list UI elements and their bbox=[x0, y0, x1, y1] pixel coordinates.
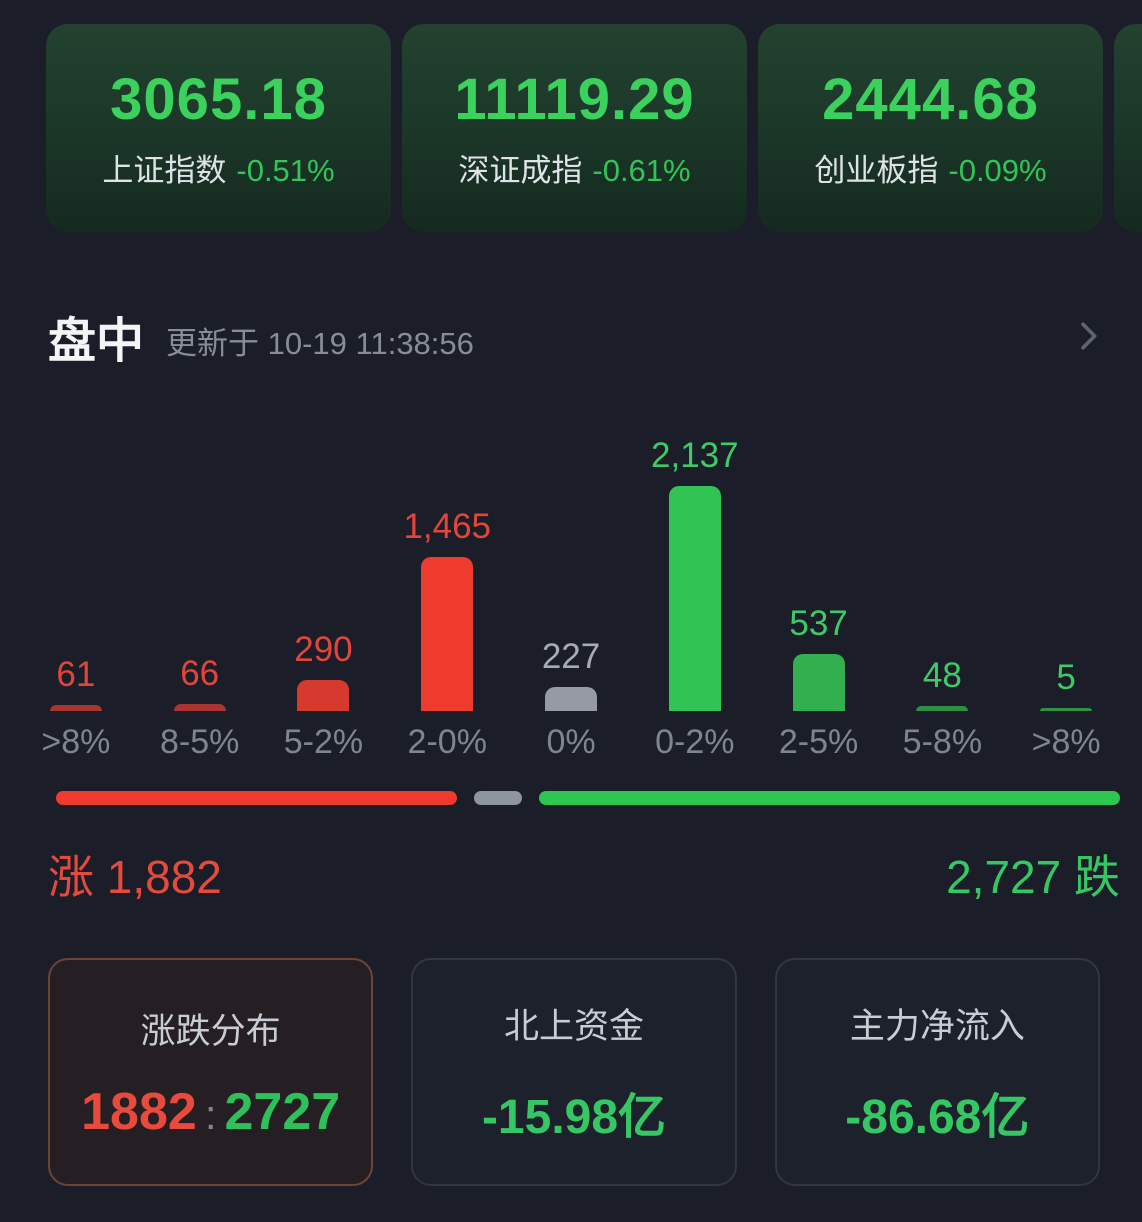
bar-value-label: 48 bbox=[922, 656, 962, 695]
index-card-chinext[interactable]: 2444.68 创业板指 -0.09% bbox=[758, 24, 1103, 232]
up-count: 1882 bbox=[81, 1082, 197, 1141]
bar-area: 5 bbox=[1004, 481, 1128, 711]
index-meta: 上证指数 -0.51% bbox=[102, 145, 334, 190]
updated-timestamp: 更新于 10-19 11:38:56 bbox=[166, 325, 474, 361]
bar-area: 537 bbox=[757, 481, 881, 711]
index-card-shanghai[interactable]: 3065.18 上证指数 -0.51% bbox=[46, 24, 391, 232]
bar-area: 227 bbox=[509, 481, 633, 711]
index-meta: 创业板指 -0.09% bbox=[814, 145, 1046, 190]
card-title: 北上资金 bbox=[503, 1006, 644, 1046]
chart-column: 537 2-5% bbox=[757, 481, 881, 769]
chart-column: 2,137 0-2% bbox=[633, 436, 757, 769]
index-name: 创业板指 bbox=[814, 153, 939, 188]
index-change: -0.09% bbox=[948, 153, 1047, 188]
card-distribution[interactable]: 涨跌分布 1882:2727 bbox=[48, 958, 374, 1186]
index-card-partial[interactable] bbox=[1114, 24, 1142, 232]
bar-area: 66 bbox=[138, 481, 262, 711]
index-change: -0.61% bbox=[592, 153, 691, 188]
decliners-count: 2,727 跌 bbox=[946, 851, 1120, 903]
chart-bar bbox=[916, 706, 969, 711]
card-northbound-funds[interactable]: 北上资金 -15.98亿 bbox=[411, 958, 737, 1186]
advance-decline-summary: 涨 1,882 2,727 跌 bbox=[48, 841, 1120, 907]
index-meta: 深证成指 -0.61% bbox=[458, 145, 690, 190]
chart-column: 290 5-2% bbox=[262, 481, 386, 769]
card-title: 涨跌分布 bbox=[140, 1011, 281, 1051]
chart-bar bbox=[792, 654, 845, 711]
bar-value-label: 1,465 bbox=[403, 507, 492, 546]
bar-category-label: 8-5% bbox=[159, 723, 240, 761]
card-main-net-inflow[interactable]: 主力净流入 -86.68亿 bbox=[774, 958, 1100, 1186]
chart-bar bbox=[668, 486, 721, 711]
metric-cards-row: 涨跌分布 1882:2727 北上资金 -15.98亿 主力净流入 -86.68… bbox=[48, 958, 1100, 1186]
index-value: 3065.18 bbox=[110, 67, 327, 132]
chart-bar bbox=[421, 557, 474, 711]
index-name: 深证成指 bbox=[458, 153, 583, 188]
advancers-count: 涨 1,882 bbox=[48, 851, 222, 903]
ratio-separator: : bbox=[204, 1090, 217, 1138]
index-card-shenzhen[interactable]: 11119.29 深证成指 -0.61% bbox=[402, 24, 747, 232]
card-value: 1882:2727 bbox=[81, 1082, 340, 1142]
up-segment bbox=[56, 791, 457, 805]
bar-category-label: 5-2% bbox=[283, 723, 364, 761]
down-segment bbox=[539, 791, 1120, 805]
chart-column: 1,465 2-0% bbox=[385, 481, 509, 769]
chart-column: 66 8-5% bbox=[138, 481, 262, 769]
bar-value-label: 2,137 bbox=[651, 436, 739, 475]
bar-value-label: 290 bbox=[294, 630, 353, 669]
down-count: 2727 bbox=[224, 1082, 341, 1141]
bar-category-label: 2-5% bbox=[778, 723, 859, 761]
chart-column: 48 5-8% bbox=[880, 481, 1004, 769]
bar-value-label: 537 bbox=[789, 604, 848, 643]
bar-value-label: 66 bbox=[180, 654, 220, 693]
price-change-distribution-chart: 61 >8% 66 8-5% 290 5-2% 1,465 2-0% 227 0% 2,137 0-2… bbox=[0, 436, 1142, 769]
chart-bar bbox=[545, 687, 598, 711]
card-title: 主力净流入 bbox=[849, 1006, 1025, 1046]
bar-category-label: >8% bbox=[1031, 723, 1101, 761]
index-value: 11119.29 bbox=[454, 67, 695, 132]
intraday-section-header[interactable]: 盘中 更新于 10-19 11:38:56 bbox=[0, 306, 1142, 368]
bar-value-label: 61 bbox=[56, 655, 96, 694]
index-change: -0.51% bbox=[236, 153, 335, 188]
bar-area: 61 bbox=[14, 481, 138, 711]
bar-category-label: >8% bbox=[41, 723, 111, 761]
chart-column: 5 >8% bbox=[1004, 481, 1128, 769]
card-value: -15.98亿 bbox=[481, 1090, 667, 1144]
index-cards-row: 3065.18 上证指数 -0.51% 11119.29 深证成指 -0.61%… bbox=[0, 0, 1142, 232]
chevron-right-icon[interactable] bbox=[1068, 316, 1108, 356]
bar-area: 48 bbox=[880, 481, 1004, 711]
advance-decline-ratio-bar bbox=[56, 791, 1120, 805]
bar-value-label: 5 bbox=[1056, 658, 1076, 697]
bar-category-label: 0% bbox=[546, 723, 596, 761]
bar-category-label: 0-2% bbox=[655, 723, 735, 761]
index-name: 上证指数 bbox=[102, 153, 227, 188]
chart-bar bbox=[297, 680, 350, 711]
bar-area: 2,137 bbox=[633, 436, 757, 711]
chart-bar bbox=[1040, 708, 1093, 711]
chart-column: 227 0% bbox=[509, 481, 633, 769]
bar-area: 1,465 bbox=[385, 481, 509, 711]
card-value: -86.68亿 bbox=[845, 1090, 1030, 1144]
chart-column: 61 >8% bbox=[14, 481, 138, 769]
bar-category-label: 5-8% bbox=[902, 723, 983, 761]
bar-category-label: 2-0% bbox=[407, 723, 487, 761]
flat-segment bbox=[473, 791, 523, 805]
bar-value-label: 227 bbox=[541, 637, 601, 676]
bar-area: 290 bbox=[262, 481, 386, 711]
chart-bar bbox=[49, 705, 102, 711]
section-title: 盘中 bbox=[48, 315, 145, 368]
index-value: 2444.68 bbox=[822, 67, 1039, 132]
chart-bar bbox=[173, 704, 226, 711]
